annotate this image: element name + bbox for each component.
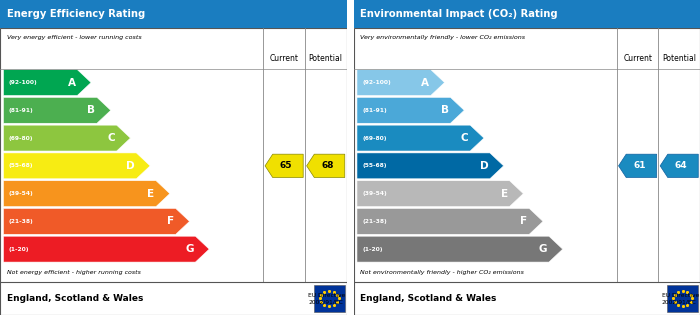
Text: G: G	[186, 244, 194, 254]
Polygon shape	[660, 154, 699, 178]
Text: C: C	[107, 133, 115, 143]
Text: 65: 65	[280, 161, 293, 170]
Text: G: G	[539, 244, 547, 254]
Polygon shape	[307, 154, 345, 178]
Text: (81-91): (81-91)	[8, 108, 34, 113]
Text: Very energy efficient - lower running costs: Very energy efficient - lower running co…	[7, 36, 141, 40]
Text: A: A	[421, 77, 429, 88]
Polygon shape	[4, 97, 111, 123]
Text: EU Directive
2002/91/EC: EU Directive 2002/91/EC	[309, 293, 346, 304]
Bar	[314, 285, 345, 312]
Text: England, Scotland & Wales: England, Scotland & Wales	[7, 294, 143, 303]
Polygon shape	[4, 181, 170, 207]
Text: Not environmentally friendly - higher CO₂ emissions: Not environmentally friendly - higher CO…	[360, 270, 524, 275]
Polygon shape	[619, 154, 657, 178]
Text: Current: Current	[623, 54, 652, 63]
Bar	[0, 0, 346, 28]
Text: Potential: Potential	[662, 54, 696, 63]
Polygon shape	[357, 153, 503, 179]
Text: Very environmentally friendly - lower CO₂ emissions: Very environmentally friendly - lower CO…	[360, 36, 526, 40]
Text: Potential: Potential	[309, 54, 343, 63]
Polygon shape	[4, 125, 130, 151]
Text: (69-80): (69-80)	[362, 135, 386, 140]
Text: D: D	[480, 161, 488, 171]
Text: (39-54): (39-54)	[362, 191, 387, 196]
Text: (1-20): (1-20)	[362, 247, 383, 252]
Text: B: B	[88, 105, 95, 115]
Text: B: B	[441, 105, 449, 115]
Text: A: A	[68, 77, 76, 88]
Text: (21-38): (21-38)	[362, 219, 387, 224]
Text: 64: 64	[675, 161, 687, 170]
Polygon shape	[4, 70, 91, 95]
Polygon shape	[357, 181, 524, 207]
Text: C: C	[461, 133, 468, 143]
Text: (69-80): (69-80)	[8, 135, 33, 140]
Text: (55-68): (55-68)	[362, 163, 386, 168]
Polygon shape	[4, 153, 150, 179]
Polygon shape	[357, 209, 543, 234]
Text: (92-100): (92-100)	[8, 80, 37, 85]
Text: (21-38): (21-38)	[8, 219, 34, 224]
Text: EU Directive
2002/91/EC: EU Directive 2002/91/EC	[662, 293, 699, 304]
Text: Environmental Impact (CO₂) Rating: Environmental Impact (CO₂) Rating	[360, 9, 558, 19]
Text: F: F	[167, 216, 174, 226]
Text: D: D	[126, 161, 134, 171]
Polygon shape	[357, 125, 484, 151]
Text: Current: Current	[270, 54, 299, 63]
Text: (92-100): (92-100)	[362, 80, 391, 85]
Text: England, Scotland & Wales: England, Scotland & Wales	[360, 294, 497, 303]
Polygon shape	[265, 154, 303, 178]
Polygon shape	[357, 97, 464, 123]
Polygon shape	[4, 209, 190, 234]
Text: E: E	[147, 189, 154, 199]
Text: (81-91): (81-91)	[362, 108, 387, 113]
Text: F: F	[520, 216, 528, 226]
Text: E: E	[500, 189, 508, 199]
Text: Energy Efficiency Rating: Energy Efficiency Rating	[7, 9, 145, 19]
Text: (1-20): (1-20)	[8, 247, 29, 252]
Polygon shape	[357, 70, 444, 95]
Polygon shape	[357, 236, 563, 262]
Text: 68: 68	[321, 161, 334, 170]
Text: Not energy efficient - higher running costs: Not energy efficient - higher running co…	[7, 270, 141, 275]
Text: (55-68): (55-68)	[8, 163, 33, 168]
Bar	[354, 0, 700, 28]
Text: (39-54): (39-54)	[8, 191, 34, 196]
Polygon shape	[4, 236, 209, 262]
Text: 61: 61	[634, 161, 646, 170]
Bar	[667, 285, 699, 312]
